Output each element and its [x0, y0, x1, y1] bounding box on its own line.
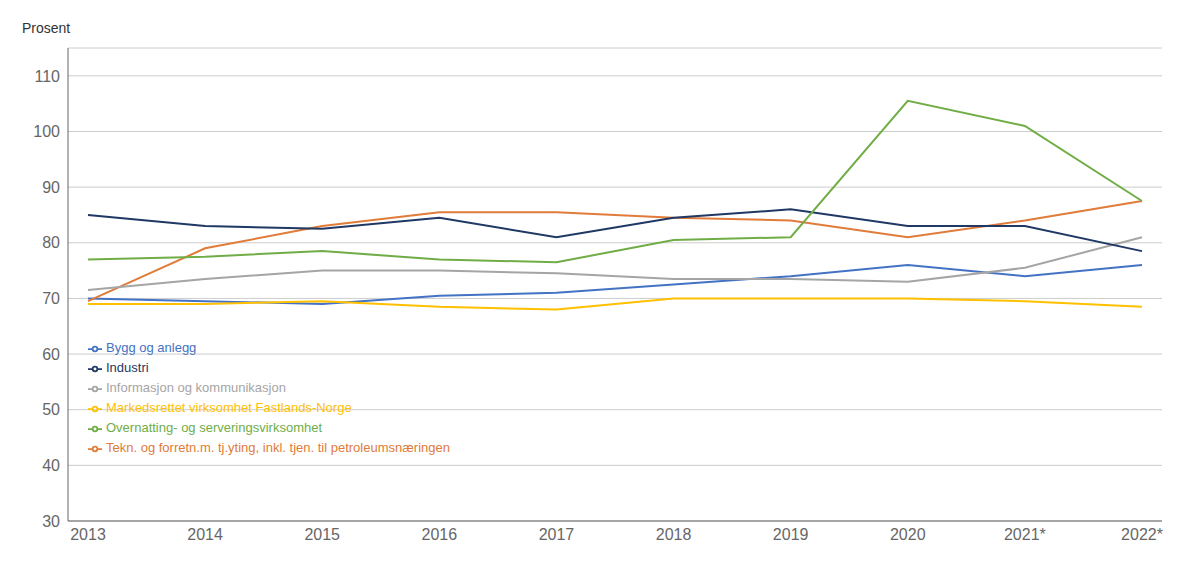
svg-text:2016: 2016	[422, 526, 458, 543]
html-text:Markedsrettet virksomhet Fastl: Markedsrettet virksomhet Fastlands-Norge	[106, 400, 352, 415]
html-text:Prosent: Prosent	[22, 20, 71, 36]
svg-text:2022*: 2022*	[1121, 526, 1163, 543]
svg-text:90: 90	[42, 179, 60, 196]
html-text:Informasjon og kommunikasjon: Informasjon og kommunikasjon	[106, 380, 286, 395]
svg-text:2015: 2015	[304, 526, 340, 543]
svg-text:60: 60	[42, 346, 60, 363]
svg-text:2017: 2017	[539, 526, 575, 543]
svg-text:100: 100	[33, 123, 60, 140]
svg-text:80: 80	[42, 234, 60, 251]
html-text:Overnatting- og serveringsvirk: Overnatting- og serveringsvirksomhet	[106, 420, 322, 435]
svg-text:2019: 2019	[773, 526, 809, 543]
svg-text:40: 40	[42, 457, 60, 474]
svg-text:2014: 2014	[187, 526, 223, 543]
svg-text:30: 30	[42, 513, 60, 530]
svg-text:2018: 2018	[656, 526, 692, 543]
html-text:Industri: Industri	[106, 360, 149, 375]
svg-text:50: 50	[42, 401, 60, 418]
svg-text:2021*: 2021*	[1004, 526, 1046, 543]
svg-text:110: 110	[34, 68, 60, 85]
html-text:Tekn. og forretn.m. tj.yting,: Tekn. og forretn.m. tj.yting, inkl. tjen…	[106, 440, 450, 455]
svg-text:70: 70	[42, 290, 60, 307]
html-text:Bygg og anlegg: Bygg og anlegg	[106, 340, 197, 355]
svg-text:2013: 2013	[70, 526, 106, 543]
svg-text:2020: 2020	[890, 526, 926, 543]
